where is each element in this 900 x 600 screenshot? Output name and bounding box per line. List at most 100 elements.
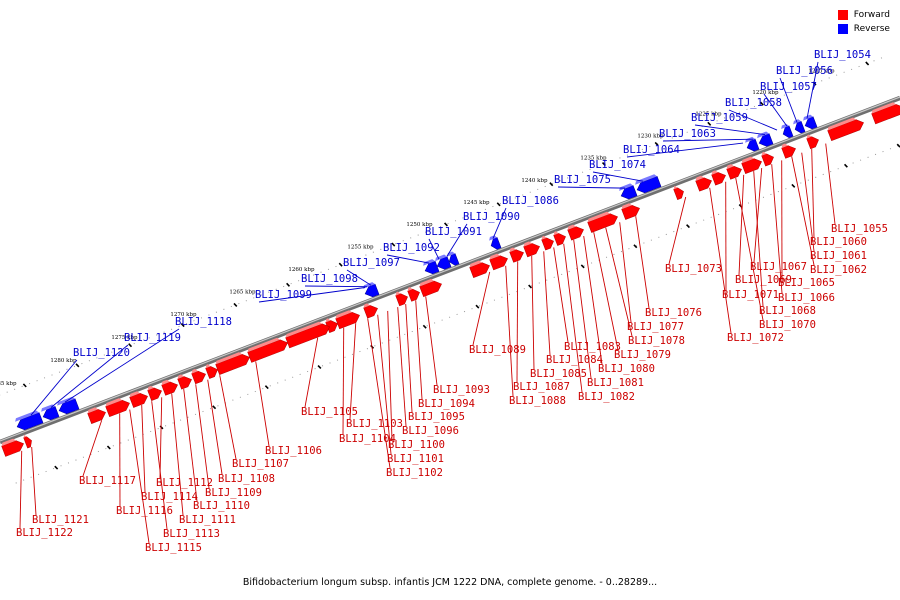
- tick-label: 1215 kbp: [808, 68, 835, 74]
- gene-label: BLIJ_1073: [665, 263, 722, 275]
- forward-gene-arrow: [695, 175, 712, 192]
- gene-label: BLIJ_1092: [383, 242, 440, 254]
- gene-bevel: [827, 117, 857, 131]
- gene-label: BLIJ_1112: [156, 477, 213, 489]
- tick-label: 1225 kbp: [695, 112, 722, 118]
- leader-line: [346, 269, 372, 286]
- gene-label: BLIJ_1100: [388, 439, 445, 451]
- leader-line: [171, 393, 184, 516]
- forward-gene-arrow: [726, 164, 742, 180]
- gene-label: BLIJ_1074: [589, 159, 646, 171]
- forward-gene-arrow: [177, 374, 192, 390]
- leader-line: [342, 327, 345, 435]
- tick-label: 1255 kbp: [347, 245, 374, 251]
- tick-label: 1220 kbp: [752, 90, 779, 96]
- gene-label: BLIJ_1108: [218, 473, 275, 485]
- gene-label: BLIJ_1106: [265, 445, 322, 457]
- gene-body: [509, 249, 524, 263]
- gene-bevel: [407, 287, 413, 292]
- gene-label: BLIJ_1082: [578, 391, 635, 403]
- gene-label: BLIJ_1084: [546, 354, 603, 366]
- forward-gene-arrow: [469, 260, 490, 278]
- leader-line: [694, 124, 766, 136]
- gene-label: BLIJ_1095: [408, 411, 465, 423]
- reverse-gene-arrow: [435, 254, 452, 270]
- forward-gene-arrow: [395, 291, 408, 307]
- gene-label: BLIJ_1068: [759, 305, 816, 317]
- leader-line: [367, 318, 391, 469]
- leader-line: [472, 271, 491, 346]
- legend-forward-swatch: [837, 10, 848, 20]
- forward-gene-arrow: [23, 434, 32, 449]
- gene-label: BLIJ_1102: [386, 467, 443, 479]
- gene-body: [490, 237, 502, 250]
- forward-gene-arrow: [1, 438, 24, 457]
- leader-line: [31, 446, 37, 516]
- forward-gene-arrow: [541, 235, 554, 251]
- gene-bevel: [423, 259, 436, 266]
- tick-mark: [707, 121, 712, 126]
- leader-line: [573, 239, 592, 379]
- legend-reverse: Reverse: [837, 22, 890, 36]
- gene-label: BLIJ_1097: [343, 257, 400, 269]
- gene-bevel: [247, 337, 281, 353]
- tick-label: 1260 kbp: [288, 267, 315, 273]
- gene-label: BLIJ_1058: [725, 97, 782, 109]
- tick-mark: [317, 364, 322, 370]
- tick-mark: [528, 284, 533, 289]
- gene-label: BLIJ_1061: [810, 250, 867, 262]
- reverse-gene-arrow: [489, 235, 502, 250]
- gene-body: [489, 255, 508, 271]
- gene-label: BLIJ_1086: [502, 195, 559, 207]
- gene-label: BLIJ_1077: [627, 321, 684, 333]
- gene-label: BLIJ_1115: [145, 542, 202, 554]
- gene-body: [247, 339, 288, 363]
- gene-bevel: [761, 151, 767, 156]
- gene-label: BLIJ_1070: [759, 319, 816, 331]
- gene-label: BLIJ_1120: [73, 347, 130, 359]
- leader-line: [557, 186, 626, 189]
- forward-gene-arrow: [419, 278, 442, 298]
- tick-mark: [759, 101, 764, 106]
- legend-reverse-label: Reverse: [853, 24, 890, 34]
- gene-label: BLIJ_1117: [79, 475, 136, 487]
- forward-gene-arrow: [191, 369, 206, 385]
- gene-bevel: [757, 131, 770, 139]
- gene-label: BLIJ_1116: [116, 505, 173, 517]
- gene-bevel: [635, 174, 658, 185]
- leader-line: [304, 285, 368, 288]
- backbone-line: [0, 95, 900, 445]
- gene-bevel: [191, 369, 199, 374]
- gene-label: BLIJ_1109: [205, 487, 262, 499]
- gene-label: BLIJ_1066: [778, 292, 835, 304]
- gene-bevel: [781, 123, 790, 129]
- gene-label: BLIJ_1093: [433, 384, 490, 396]
- forward-gene-arrow: [523, 241, 540, 258]
- leader-line: [771, 164, 783, 294]
- leader-line: [50, 344, 129, 408]
- tick-label: 1245 kbp: [463, 200, 490, 206]
- tick-mark: [391, 242, 396, 247]
- gene-body: [782, 125, 794, 138]
- leader-line: [626, 142, 744, 158]
- gene-label: BLIJ_1111: [179, 514, 236, 526]
- tick-label: 1285 kbp: [0, 381, 17, 387]
- leader-line: [619, 222, 632, 323]
- upper-tick-row: [0, 56, 885, 396]
- leader-line: [563, 243, 583, 393]
- gene-body: [335, 312, 360, 330]
- leader-line: [428, 238, 440, 260]
- gene-label: BLIJ_1065: [778, 277, 835, 289]
- gene-bevel: [325, 318, 331, 323]
- forward-gene-arrow: [325, 318, 338, 333]
- tick-mark: [180, 323, 185, 328]
- gene-bevel: [726, 164, 735, 170]
- leader-line: [753, 171, 764, 307]
- gene-body: [87, 409, 106, 424]
- leader-line: [791, 156, 815, 266]
- leader-line: [592, 171, 644, 182]
- leader-line: [516, 261, 519, 383]
- gene-body: [177, 376, 192, 390]
